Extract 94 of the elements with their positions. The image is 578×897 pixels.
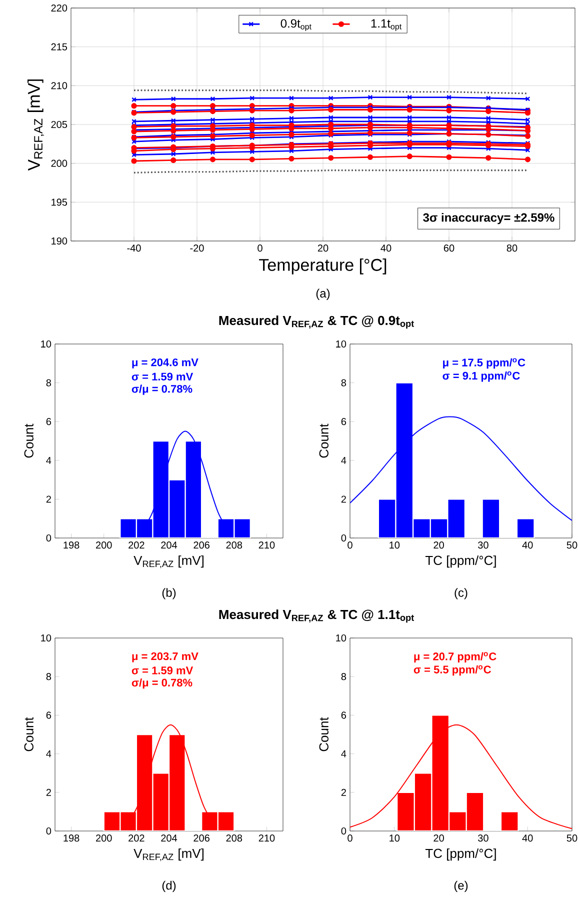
y-tick-label: 6 (46, 712, 52, 719)
x-tick-label: 206 (194, 834, 210, 842)
y-tick-label: 10 (336, 340, 346, 348)
x-tick-label: 10 (390, 834, 400, 842)
x-axis-title: TC [ppm/°C] (425, 555, 496, 568)
y-tick-label: 10 (41, 634, 52, 642)
x-tick-label: 198 (64, 542, 80, 549)
y-tick-label: 8 (46, 673, 52, 680)
y-tick-label: 220 (51, 4, 68, 12)
y-tick-label: 2 (46, 496, 51, 503)
x-tick-label: 40 (380, 244, 392, 252)
x-axis-title: V$_{REF,AZ}$ [mV] (134, 848, 204, 862)
annotation: σ = 1.59 mV (132, 372, 194, 380)
y-tick-label: 8 (46, 379, 52, 386)
x-tick-label: 30 (478, 542, 488, 549)
annotation: σ = 1.59 mV (132, 666, 194, 674)
y-tick-label: 200 (51, 160, 68, 167)
y-axis-title: Count (319, 717, 328, 752)
y-tick-label: 2 (341, 788, 346, 796)
y-axis-title: V$_{REF,AZ}$ [mV] (27, 79, 44, 171)
x-tick-label: 0 (348, 542, 352, 549)
y-tick-label: 190 (52, 237, 68, 245)
x-axis-title: V$_{REF,AZ}$ [mV] (134, 555, 204, 568)
x-tick-label: -20 (190, 244, 204, 252)
annotation: σ/μ = 0.78% (132, 384, 192, 395)
x-tick-label: 202 (128, 834, 144, 842)
x-tick-label: 0 (348, 834, 352, 842)
text: Measured V$_{REF,AZ}$ & TC @ 0.9t$_{opt}$ (219, 316, 414, 329)
y-tick-label: 8 (341, 673, 346, 680)
y-tick-label: 6 (46, 418, 52, 426)
y-tick-label: 195 (52, 198, 68, 206)
annotation: 3σ inaccuracy= ±2.59% (423, 212, 554, 224)
annotation: μ = 204.6 mV (132, 358, 198, 368)
x-tick-label: 20 (434, 542, 444, 549)
x-tick-label: 30 (478, 834, 488, 842)
y-tick-label: 215 (51, 43, 68, 50)
annotation: σ = 5.5 ppm/$^{o}$C (414, 665, 491, 676)
y-tick-label: 2 (46, 788, 51, 796)
text: (c) (454, 588, 468, 600)
y-tick-label: 4 (341, 750, 346, 758)
y-tick-label: 10 (41, 340, 52, 348)
x-tick-label: 202 (128, 542, 144, 549)
x-tick-label: 10 (390, 542, 400, 549)
x-tick-label: 80 (506, 244, 518, 252)
text: Measured V$_{REF,AZ}$ & TC @ 1.1t$_{opt}$ (219, 610, 414, 623)
x-tick-label: 206 (194, 542, 210, 549)
x-tick-label: 50 (566, 834, 578, 842)
y-tick-label: 0 (46, 827, 52, 835)
text: (a) (316, 288, 330, 300)
x-tick-label: 204 (161, 834, 178, 842)
x-tick-label: 204 (161, 542, 178, 549)
y-tick-label: 0 (341, 827, 346, 835)
x-tick-label: 40 (522, 834, 533, 842)
annotation: μ = 17.5 ppm/$^{o}$C (443, 358, 526, 369)
annotation: σ/μ = 0.78% (132, 678, 192, 689)
y-tick-label: 4 (341, 456, 346, 464)
y-tick-label: 6 (341, 418, 346, 426)
legend-label: 0.9t$_{opt}$ (280, 19, 312, 32)
y-tick-label: 10 (336, 634, 346, 642)
y-tick-label: 4 (46, 750, 52, 758)
x-tick-label: 20 (318, 244, 328, 252)
y-tick-label: 8 (341, 379, 346, 386)
x-axis-title: Temperature [°C] (259, 258, 386, 274)
y-tick-label: 0 (46, 534, 52, 542)
text: (e) (454, 880, 468, 892)
annotation: μ = 20.7 ppm/$^{o}$C (414, 652, 496, 662)
y-tick-label: 205 (51, 120, 68, 128)
x-tick-label: 40 (522, 542, 533, 549)
y-axis-title: Count (24, 424, 34, 458)
text: (b) (162, 588, 176, 600)
x-tick-label: 0 (258, 244, 262, 252)
y-axis-title: Count (319, 424, 328, 458)
x-tick-label: 210 (258, 542, 275, 549)
y-tick-label: 6 (341, 712, 346, 719)
x-tick-label: 200 (96, 542, 112, 549)
y-axis-title: Count (24, 717, 34, 752)
x-tick-label: 50 (566, 542, 578, 549)
annotation: μ = 203.7 mV (132, 652, 198, 662)
x-tick-label: 198 (64, 834, 80, 842)
x-tick-label: 200 (96, 834, 112, 842)
x-tick-label: 20 (434, 834, 444, 842)
y-tick-label: 210 (51, 82, 68, 90)
x-axis-title: TC [ppm/°C] (425, 848, 496, 861)
x-tick-label: 210 (258, 834, 275, 842)
x-tick-label: -40 (127, 244, 141, 252)
x-tick-label: 208 (226, 834, 242, 842)
text: (d) (162, 880, 176, 892)
y-tick-label: 4 (46, 456, 52, 464)
y-tick-label: 0 (341, 534, 346, 542)
y-tick-label: 2 (341, 496, 346, 503)
legend-label: 1.1t$_{opt}$ (371, 19, 402, 31)
x-tick-label: 208 (226, 542, 242, 549)
annotation: σ = 9.1 ppm/$^{o}$C (442, 371, 520, 382)
x-tick-label: 60 (444, 244, 454, 252)
